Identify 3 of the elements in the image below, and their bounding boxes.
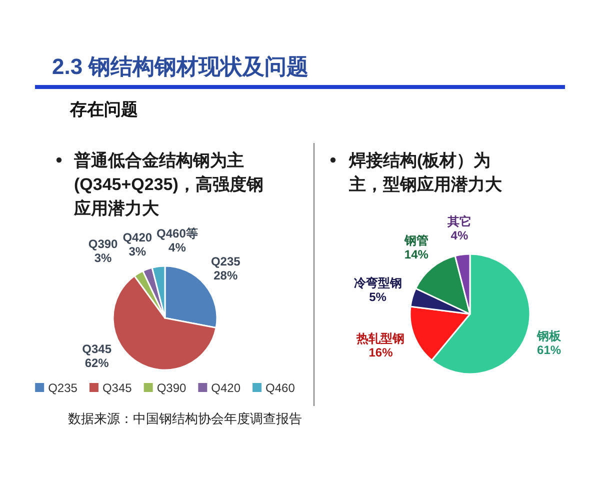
note: 数据来源：中国钢结构协会年度调查报告	[68, 411, 302, 426]
subtitle: 存在问题	[70, 100, 138, 119]
title: 2.3 钢结构钢材现状及问题	[52, 54, 309, 79]
